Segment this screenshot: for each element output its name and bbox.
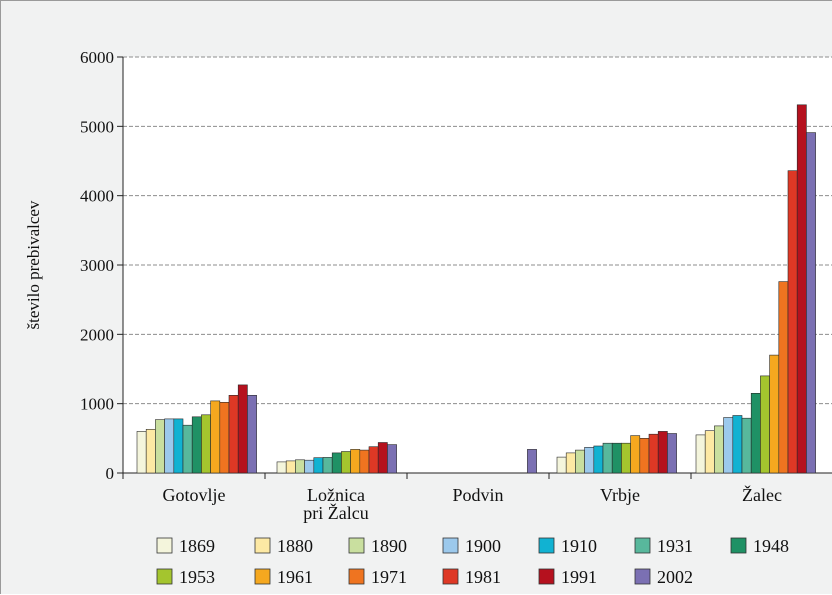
category-label: pri Žalcu <box>303 502 368 523</box>
category-label: Žalec <box>742 484 782 505</box>
bar-1931-3 <box>602 442 613 474</box>
bar-1948-0 <box>191 416 202 474</box>
legend-swatch-1991 <box>538 568 555 585</box>
y-axis-label: število prebivalcev <box>24 200 43 329</box>
bar-1991-4 <box>796 104 807 474</box>
bar-1961-1 <box>350 449 361 474</box>
bar-2002-4 <box>806 132 816 474</box>
legend-swatch-1971 <box>348 568 365 585</box>
legend-swatch-1961 <box>254 568 271 585</box>
bar-1890-1 <box>295 459 305 474</box>
y-tick-label: 0 <box>106 464 115 483</box>
bar-1948-4 <box>750 392 761 474</box>
bar-1869-0 <box>136 431 147 474</box>
bar-1953-3 <box>621 442 631 474</box>
bar-1869-1 <box>276 461 287 474</box>
legend-swatch-1880 <box>254 537 271 554</box>
bar-2002-3 <box>667 433 677 474</box>
bar-1869-3 <box>556 456 567 474</box>
bar-2002-1 <box>387 444 397 474</box>
category-label: Podvin <box>452 485 503 505</box>
y-tick-label: 4000 <box>80 187 114 206</box>
bar-1910-3 <box>593 445 604 474</box>
y-tick-label: 6000 <box>80 48 114 67</box>
bar-1971-0 <box>219 401 230 474</box>
legend-swatch-1953 <box>156 568 173 585</box>
bar-1953-4 <box>760 375 770 474</box>
legend-swatch-1890 <box>348 537 365 554</box>
bar-1880-4 <box>704 430 715 474</box>
legend-label: 1931 <box>657 536 693 556</box>
bar-1900-1 <box>304 459 315 474</box>
category-label: Gotovlje <box>163 485 226 505</box>
legend-label: 1869 <box>179 536 215 556</box>
legend-swatch-1931 <box>634 537 651 554</box>
legend-label: 1880 <box>277 536 313 556</box>
bar-1981-4 <box>787 170 798 474</box>
bar-2002-0 <box>247 394 257 474</box>
legend-label: 1981 <box>465 567 501 587</box>
bars <box>136 104 816 474</box>
y-tick-label: 3000 <box>80 256 114 275</box>
bar-1900-0 <box>164 418 175 474</box>
legend-label: 1971 <box>371 567 407 587</box>
legend-label: 1991 <box>561 567 597 587</box>
bar-1971-4 <box>778 281 789 474</box>
bar-1910-0 <box>173 418 184 474</box>
legend-label: 1910 <box>561 536 597 556</box>
bar-1910-4 <box>732 415 743 474</box>
bar-1948-3 <box>611 442 622 474</box>
legend-swatch-1948 <box>730 537 747 554</box>
bar-1948-1 <box>331 452 342 474</box>
bar-1910-1 <box>313 457 324 474</box>
bar-1931-1 <box>322 457 333 474</box>
category-label: Vrbje <box>600 485 640 505</box>
bar-1880-3 <box>565 452 576 474</box>
legend-label: 1961 <box>277 567 313 587</box>
bar-1991-3 <box>657 431 668 474</box>
legend-swatch-1900 <box>442 537 459 554</box>
bar-1981-1 <box>368 446 379 474</box>
category-label: Ložnica <box>307 485 365 505</box>
bar-1961-4 <box>769 354 780 474</box>
bar-1900-3 <box>584 446 595 474</box>
bar-1890-3 <box>575 449 585 474</box>
bar-1981-0 <box>228 394 239 474</box>
y-tick-label: 2000 <box>80 325 114 344</box>
bar-1961-0 <box>210 400 221 474</box>
legend-label: 1948 <box>753 536 789 556</box>
bar-1953-0 <box>201 414 211 474</box>
legend: 1869 1880 1890 1900 1910 1931 1948 1953 1961 1971… <box>156 536 789 587</box>
bar-1971-1 <box>359 449 370 474</box>
bar-1869-4 <box>695 434 706 474</box>
bar-1971-3 <box>639 437 650 474</box>
legend-label: 1900 <box>465 536 501 556</box>
legend-swatch-2002 <box>634 568 651 585</box>
bar-2002-2 <box>527 449 537 474</box>
bar-1900-4 <box>723 417 734 474</box>
bar-1931-0 <box>182 424 193 474</box>
legend-swatch-1910 <box>538 537 555 554</box>
y-tick-label: 5000 <box>80 117 114 136</box>
legend-swatch-1981 <box>442 568 459 585</box>
y-tick-label: 1000 <box>80 395 114 414</box>
legend-label: 1953 <box>179 567 215 587</box>
bar-1981-3 <box>648 433 659 474</box>
bar-1880-0 <box>145 428 156 474</box>
bar-1880-1 <box>285 460 296 474</box>
bar-1953-1 <box>341 451 351 474</box>
bar-1961-3 <box>630 435 641 474</box>
legend-label: 1890 <box>371 536 407 556</box>
bar-1931-4 <box>741 417 752 474</box>
legend-label: 2002 <box>657 567 693 587</box>
bar-1890-0 <box>155 419 165 474</box>
bar-1890-4 <box>714 425 724 474</box>
legend-swatch-1869 <box>156 537 173 554</box>
bar-1991-1 <box>377 442 388 474</box>
bar-1991-0 <box>237 384 248 474</box>
